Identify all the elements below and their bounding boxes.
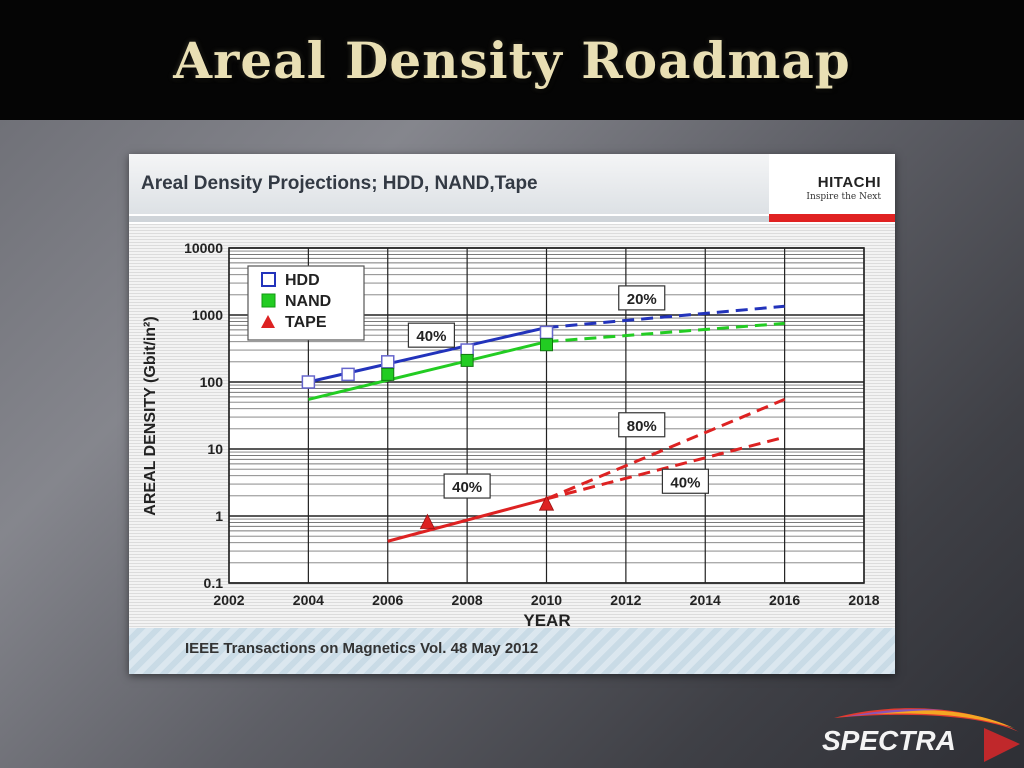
x-tick-label: 2008 [452, 592, 483, 608]
figure-footer: IEEE Transactions on Magnetics Vol. 48 M… [129, 628, 895, 674]
y-tick-label: 100 [200, 374, 224, 390]
hdd-data-point [381, 355, 395, 369]
x-tick-label: 2004 [293, 592, 324, 608]
plot-frame [228, 247, 865, 584]
growth-rate-box [407, 322, 456, 348]
series [301, 304, 786, 543]
growth-rate-box [661, 468, 710, 494]
legend-nand-marker [261, 293, 276, 308]
x-tick-label: 2010 [531, 592, 562, 608]
legend-nand-label: NAND [285, 293, 331, 310]
hdd-data-point [301, 375, 316, 389]
y-tick-label: 1 [215, 508, 223, 524]
x-tick-label: 2012 [610, 592, 641, 608]
y-tick-label: 10000 [184, 240, 223, 256]
header-divider [129, 216, 769, 222]
x-tick-label: 2006 [372, 592, 403, 608]
x-tick-label: 2016 [769, 592, 800, 608]
nand-trend-line [308, 340, 547, 401]
brand-tagline: Inspire the Next [806, 192, 881, 202]
tape-data-point [538, 495, 555, 511]
y-tick-label: 0.1 [204, 575, 224, 591]
title-bar: Areal Density Roadmap [0, 0, 1024, 120]
growth-rate-label: 20% [627, 291, 657, 308]
tape-projection-line-1 [545, 398, 786, 501]
growth-rate-box [618, 285, 666, 311]
legend-tape-label: TAPE [285, 314, 327, 331]
logo-swoosh-red [834, 708, 1019, 732]
figure-title: Areal Density Projections; HDD, NAND,Tap… [141, 173, 538, 194]
y-tick-label: 1000 [192, 307, 223, 323]
y-axis-label: AREAL DENSITY (Gbit/in²) [142, 316, 159, 515]
legend-hdd-marker [261, 272, 276, 287]
growth-rate-label: 40% [416, 328, 446, 345]
logo-chevron [984, 728, 1020, 762]
nand-data-point [381, 367, 395, 381]
tape-data-point [419, 513, 436, 529]
axes: 0.1 1 10 100 1000 10000 2002 2004 2006 2008 2010 20… [184, 240, 880, 608]
nand-data-point [540, 338, 553, 352]
x-tick-label: 2002 [213, 592, 244, 608]
logo-swoosh-purple [844, 709, 944, 717]
growth-rate-label: 40% [670, 474, 700, 491]
figure-source: IEEE Transactions on Magnetics Vol. 48 M… [185, 640, 539, 657]
x-tick-label: 2014 [690, 592, 721, 608]
hdd-data-point [341, 367, 355, 382]
legend-hdd-label: HDD [285, 272, 320, 289]
brand-name: HITACHI [817, 174, 881, 191]
logo-text: SPECTRA [822, 725, 956, 756]
growth-rate-label: 40% [452, 479, 482, 496]
hdd-data-point [539, 325, 554, 340]
brand-stripe [769, 214, 895, 222]
figure-panel: Areal Density Projections; HDD, NAND,Tap… [129, 154, 895, 674]
spectra-logo: SPECTRA [822, 708, 1020, 762]
nand-data-point [460, 353, 474, 367]
x-axis-label: YEAR [523, 611, 570, 628]
brand-logo: HITACHI Inspire the Next [769, 154, 895, 224]
slide-title: Areal Density Roadmap [173, 30, 851, 90]
chart: 0.1 1 10 100 1000 10000 2002 2004 2006 2008 2010 20… [129, 224, 895, 628]
legend-tape-marker [261, 315, 275, 328]
y-tick-label: 10 [207, 441, 223, 457]
tape-trend-line [387, 497, 547, 543]
nand-projection-line [546, 321, 785, 344]
hdd-projection-line [546, 304, 785, 330]
annotations: 40% 20% 80% 40% 40% [407, 285, 710, 499]
figure-header: Areal Density Projections; HDD, NAND,Tap… [129, 154, 895, 214]
logo-swoosh-orange [874, 710, 1014, 728]
x-tick-label: 2018 [848, 592, 879, 608]
growth-rate-box [618, 412, 666, 438]
legend: HDD NAND TAPE [247, 265, 365, 341]
growth-rate-box [443, 473, 491, 499]
growth-rate-label: 80% [627, 418, 657, 435]
tape-projection-line-2 [546, 435, 786, 501]
